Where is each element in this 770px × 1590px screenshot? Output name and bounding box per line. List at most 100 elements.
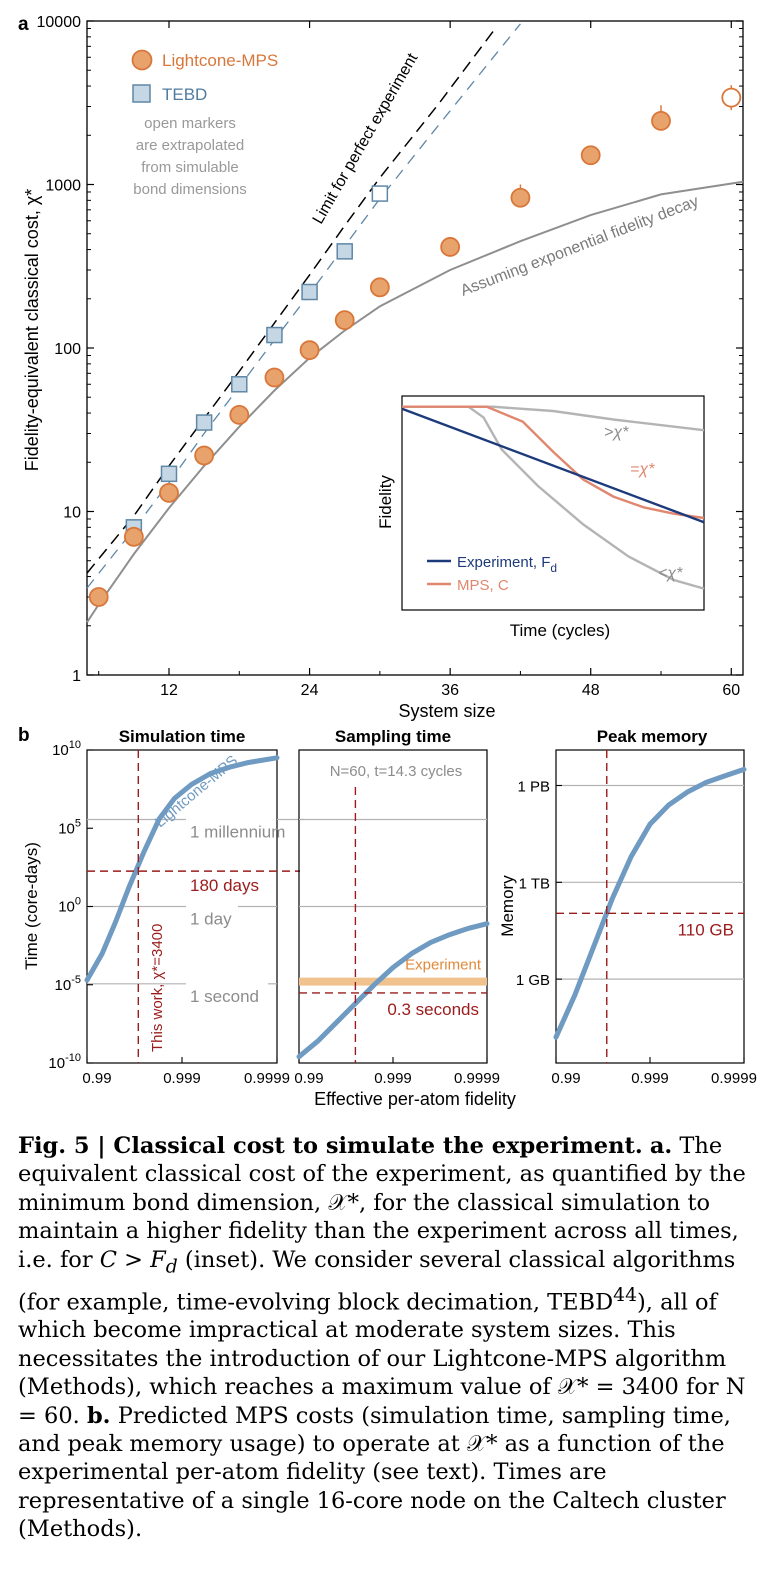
b2-subtitle: N=60, t=14.3 cycles bbox=[330, 763, 463, 780]
legend-tebd-label: TEBD bbox=[162, 85, 207, 104]
mps-point bbox=[721, 87, 742, 108]
x-tick-label: 60 bbox=[722, 682, 740, 699]
x-tick-label: 0.999 bbox=[374, 1070, 412, 1087]
panel-a-x-label: System size bbox=[398, 701, 495, 721]
mps-point bbox=[264, 367, 285, 388]
y-tick-label: 1000 bbox=[45, 178, 81, 195]
b2-cutoff-label: 0.3 seconds bbox=[387, 1000, 479, 1019]
tebd-point bbox=[301, 283, 318, 301]
b3-frame bbox=[555, 749, 745, 1064]
reference-label: 1 day bbox=[190, 910, 232, 929]
y-tick-exponent: 0 bbox=[75, 896, 81, 908]
b1-mps-curve bbox=[84, 755, 280, 983]
inset-low-chi-line bbox=[402, 405, 705, 590]
b2-mps-curve bbox=[296, 921, 490, 1060]
inset-gt-label: >χ* bbox=[604, 424, 629, 441]
panel-a-y-ticks: 1 10 100 1000 10000 bbox=[37, 14, 743, 685]
b1-y-label: Time (core-days) bbox=[22, 842, 41, 970]
caption-figure-label: Fig. 5 | Classical cost to simulate the … bbox=[18, 1133, 643, 1159]
x-tick-label: 0.9999 bbox=[711, 1070, 757, 1087]
panel-b-label: b bbox=[18, 725, 30, 746]
legend: Lightcone-MPS TEBD open markers are extr… bbox=[131, 49, 278, 198]
b1-curve-label: Lightcone-MPS bbox=[152, 752, 241, 831]
inset-legend-mps-label: MPS, C bbox=[457, 577, 509, 594]
legend-tebd-marker bbox=[132, 84, 151, 103]
y-tick-label: 100 bbox=[58, 896, 81, 916]
x-tick-label: 24 bbox=[301, 682, 319, 699]
b1-plot: 0.99 0.999 0.9999 1010 105 100 10-5 10 -10 1 mill… bbox=[48, 739, 304, 1087]
y-tick-label: 1 TB bbox=[519, 875, 550, 892]
decay-label: Assuming exponential fidelity decay bbox=[458, 193, 701, 300]
tebd-point bbox=[336, 243, 353, 260]
y-tick-exponent: -10 bbox=[65, 1052, 81, 1064]
panel-a-points bbox=[88, 85, 742, 607]
tebd-point bbox=[371, 185, 389, 202]
note-line-2: are extrapolated bbox=[136, 137, 244, 154]
y-tick-label: 1 bbox=[72, 668, 81, 685]
caption-a-math-sub: d bbox=[165, 1256, 178, 1278]
caption-a-ref: 44 bbox=[613, 1284, 637, 1306]
mps-point bbox=[299, 340, 320, 361]
x-tick-label: 36 bbox=[441, 682, 459, 699]
mps-point bbox=[580, 145, 601, 166]
caption-b-text: Predicted MPS costs (simulation time, sa… bbox=[18, 1402, 731, 1543]
tebd-point bbox=[160, 465, 178, 483]
y-tick-label: 10-5 bbox=[55, 974, 81, 994]
mps-point bbox=[369, 277, 390, 298]
y-tick-label: 10 bbox=[63, 505, 81, 522]
mps-point bbox=[651, 110, 671, 131]
x-tick-label: 0.9999 bbox=[454, 1070, 500, 1087]
b3-plot: 0.99 0.999 0.9999 1 PB 1 TB 1 GB 110 GB bbox=[516, 750, 757, 1087]
caption-a-text-3: ), all of which become impractical at mo… bbox=[18, 1289, 746, 1429]
panel-a-x-ticks: 12 24 36 48 60 bbox=[98, 21, 740, 699]
inset-y-label: Fidelity bbox=[376, 475, 395, 529]
x-tick-label: 12 bbox=[160, 682, 178, 699]
y-tick-exponent: 10 bbox=[69, 739, 81, 751]
x-tick-label: 0.9999 bbox=[244, 1070, 290, 1087]
y-tick-label: 1010 bbox=[52, 739, 81, 759]
panel-a-y-label: Fidelity-equivalent classical cost, χ* bbox=[22, 189, 42, 472]
inset-eq-label: =χ* bbox=[630, 461, 655, 478]
b2-experiment-band bbox=[299, 977, 487, 986]
b2-title: Sampling time bbox=[335, 727, 451, 746]
inset-lines bbox=[401, 405, 705, 590]
inset-x-label: Time (cycles) bbox=[510, 621, 610, 640]
b-x-label: Effective per-atom fidelity bbox=[314, 1089, 516, 1109]
mps-point bbox=[229, 404, 250, 425]
figure-caption: Fig. 5 | Classical cost to simulate the … bbox=[18, 1132, 758, 1544]
x-tick-label: 48 bbox=[582, 682, 600, 699]
inset-legend-exp-label: Experiment, Fd bbox=[457, 554, 557, 575]
caption-a-text: The equivalent classical cost of the exp… bbox=[18, 1133, 746, 1273]
b1-title: Simulation time bbox=[119, 727, 246, 746]
mps-point bbox=[123, 526, 144, 547]
limit-label: Limit for perfect experiment bbox=[310, 50, 422, 227]
y-tick-label: 1 PB bbox=[517, 778, 550, 795]
y-tick-label: 10000 bbox=[37, 14, 82, 31]
b1-vertical-label: This work, χ*=3400 bbox=[149, 924, 166, 1052]
b2-experiment-label: Experiment bbox=[405, 957, 482, 974]
b1-cutoff-label: 180 days bbox=[190, 876, 259, 895]
b3-y-label: Memory bbox=[498, 875, 517, 937]
inset: Time (cycles) Fidelity >χ* =χ* <χ* Exper… bbox=[376, 395, 705, 640]
x-tick-label: 0.99 bbox=[82, 1070, 111, 1087]
tebd-point bbox=[231, 376, 248, 393]
caption-a-math: C > F bbox=[99, 1246, 166, 1273]
inset-lt-label: <χ* bbox=[658, 565, 683, 582]
y-tick-label: 100 bbox=[54, 341, 81, 358]
caption-b-label: b. bbox=[86, 1402, 111, 1429]
note-line-3: from simulable bbox=[141, 159, 239, 176]
b3-title: Peak memory bbox=[597, 727, 708, 746]
inset-legend-exp-sub: d bbox=[550, 561, 557, 575]
caption-a-text-2: (inset). We consider several classical a… bbox=[18, 1246, 736, 1316]
tebd-point bbox=[266, 326, 283, 344]
reference-label: 1 millennium bbox=[190, 822, 285, 841]
y-tick-label: 105 bbox=[58, 817, 81, 837]
x-tick-label: 0.99 bbox=[294, 1070, 323, 1087]
mps-point bbox=[440, 237, 461, 257]
x-tick-label: 0.999 bbox=[163, 1070, 201, 1087]
mps-point bbox=[334, 310, 355, 331]
b2-plot: 0.99 0.999 0.9999 Experiment 0.3 seconds bbox=[294, 787, 500, 1087]
note-line-1: open markers bbox=[144, 115, 236, 132]
inset-legend-exp-text: Experiment, F bbox=[457, 554, 550, 571]
